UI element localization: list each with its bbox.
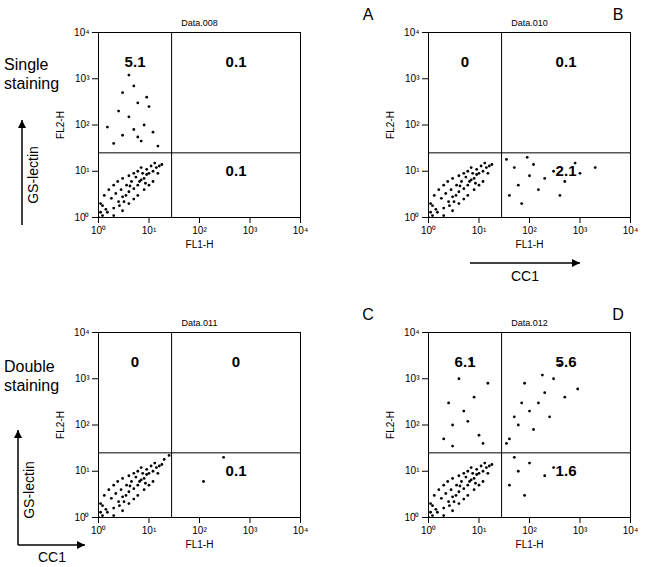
svg-text:10³: 10³ xyxy=(75,73,90,84)
svg-text:10⁰: 10⁰ xyxy=(404,512,419,523)
svg-text:10¹: 10¹ xyxy=(472,525,487,536)
svg-text:5.1: 5.1 xyxy=(125,53,146,70)
svg-text:B: B xyxy=(613,6,624,23)
svg-text:10⁴: 10⁴ xyxy=(74,327,89,338)
svg-text:CC1: CC1 xyxy=(38,549,66,565)
svg-text:10³: 10³ xyxy=(75,373,90,384)
svg-text:Data.011: Data.011 xyxy=(182,318,218,328)
svg-text:0.1: 0.1 xyxy=(226,462,247,479)
svg-text:FL1-H: FL1-H xyxy=(516,239,544,250)
svg-text:10¹: 10¹ xyxy=(142,225,157,236)
svg-text:0: 0 xyxy=(131,353,139,370)
svg-text:10³: 10³ xyxy=(573,525,588,536)
svg-text:10³: 10³ xyxy=(405,73,420,84)
svg-text:10⁰: 10⁰ xyxy=(91,525,106,536)
svg-text:Data.012: Data.012 xyxy=(511,318,548,328)
svg-text:10³: 10³ xyxy=(405,373,420,384)
svg-text:10⁴: 10⁴ xyxy=(74,27,89,38)
svg-text:10⁴: 10⁴ xyxy=(623,525,638,536)
svg-text:10⁴: 10⁴ xyxy=(404,27,419,38)
svg-text:10³: 10³ xyxy=(573,225,588,236)
svg-text:10¹: 10¹ xyxy=(75,165,90,176)
svg-text:0.1: 0.1 xyxy=(556,53,577,70)
svg-text:FL2-H: FL2-H xyxy=(385,411,396,439)
svg-text:10¹: 10¹ xyxy=(142,525,157,536)
svg-text:FL1-H: FL1-H xyxy=(516,539,544,550)
svg-text:FL1-H: FL1-H xyxy=(186,239,214,250)
svg-text:10⁰: 10⁰ xyxy=(421,225,436,236)
svg-text:10⁰: 10⁰ xyxy=(421,525,436,536)
svg-text:0: 0 xyxy=(232,353,240,370)
svg-text:A: A xyxy=(363,6,374,23)
svg-text:10⁰: 10⁰ xyxy=(74,212,89,223)
svg-text:Singlestaining: Singlestaining xyxy=(4,56,59,92)
svg-text:Data.008: Data.008 xyxy=(181,18,218,28)
svg-text:FL2-H: FL2-H xyxy=(55,111,66,139)
svg-text:GS-lectin: GS-lectin xyxy=(21,461,37,519)
svg-text:10²: 10² xyxy=(522,225,537,236)
svg-text:Doublestaining: Doublestaining xyxy=(4,358,59,394)
svg-text:10³: 10³ xyxy=(243,225,258,236)
svg-text:FL1-H: FL1-H xyxy=(186,539,214,550)
svg-text:10²: 10² xyxy=(522,525,537,536)
svg-text:D: D xyxy=(612,306,624,323)
svg-text:FL2-H: FL2-H xyxy=(55,411,66,439)
svg-text:10⁴: 10⁴ xyxy=(623,225,638,236)
svg-text:0.1: 0.1 xyxy=(226,162,247,179)
svg-text:10³: 10³ xyxy=(243,525,258,536)
svg-text:GS-lectin: GS-lectin xyxy=(25,146,41,204)
svg-text:FL2-H: FL2-H xyxy=(385,111,396,139)
svg-text:10¹: 10¹ xyxy=(75,465,90,476)
svg-text:10²: 10² xyxy=(192,525,207,536)
svg-text:5.6: 5.6 xyxy=(556,353,577,370)
svg-text:C: C xyxy=(362,306,374,323)
svg-text:10¹: 10¹ xyxy=(405,165,420,176)
svg-text:10²: 10² xyxy=(405,419,420,430)
svg-text:10²: 10² xyxy=(75,419,90,430)
svg-text:Data.010: Data.010 xyxy=(511,18,548,28)
svg-text:6.1: 6.1 xyxy=(455,353,476,370)
svg-text:10⁰: 10⁰ xyxy=(91,225,106,236)
svg-text:10²: 10² xyxy=(192,225,207,236)
svg-text:10⁰: 10⁰ xyxy=(404,212,419,223)
svg-text:10⁰: 10⁰ xyxy=(74,512,89,523)
svg-text:10⁴: 10⁴ xyxy=(293,525,308,536)
svg-text:0.1: 0.1 xyxy=(226,53,247,70)
svg-text:10²: 10² xyxy=(405,119,420,130)
svg-text:10⁴: 10⁴ xyxy=(404,327,419,338)
svg-text:10²: 10² xyxy=(75,119,90,130)
svg-text:10⁴: 10⁴ xyxy=(293,225,308,236)
svg-text:10¹: 10¹ xyxy=(405,465,420,476)
svg-text:1.6: 1.6 xyxy=(556,462,577,479)
svg-text:0: 0 xyxy=(461,53,469,70)
svg-text:CC1: CC1 xyxy=(511,268,539,284)
svg-text:10¹: 10¹ xyxy=(472,225,487,236)
svg-text:2.1: 2.1 xyxy=(556,162,577,179)
